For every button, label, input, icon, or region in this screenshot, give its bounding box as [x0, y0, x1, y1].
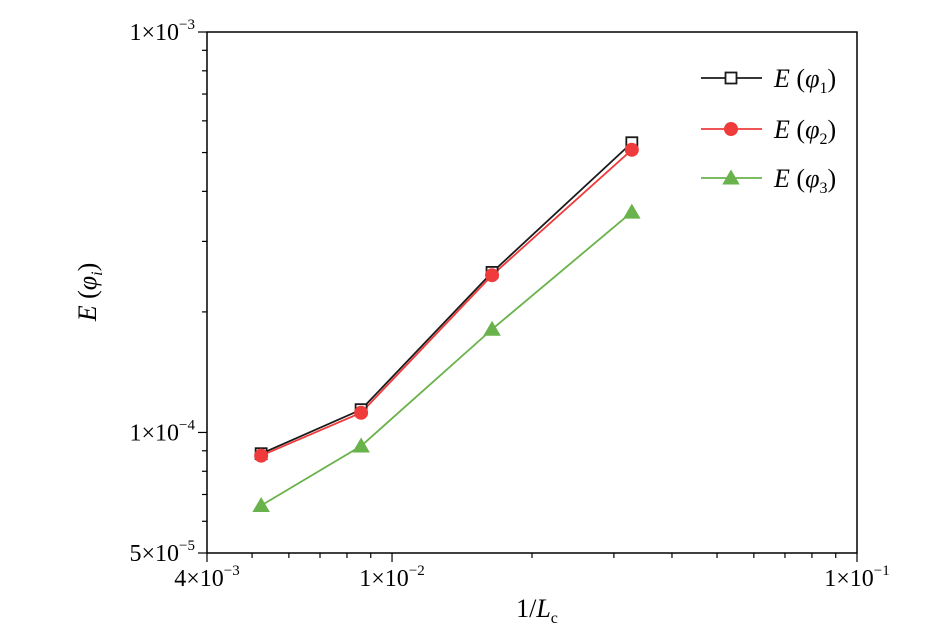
legend-marker-2 [724, 122, 738, 136]
plot-frame [206, 31, 858, 554]
x-axis-title: 1/Lc [516, 594, 558, 627]
series-2-point [485, 268, 500, 283]
series-2-point [254, 448, 269, 463]
series-3-point [252, 497, 270, 513]
chart-marks [252, 136, 641, 513]
y-axis-title: E (φi) [73, 263, 106, 323]
chart-axes: 4×10−3 1×10−2 1×10−1 5×10−5 1×10−4 1×10−3 1/Lc… [73, 17, 890, 627]
x-tick-label: 1×10−2 [359, 563, 425, 592]
series-3-point [352, 437, 370, 453]
series-2-point [354, 405, 369, 420]
series-1-line [260, 142, 633, 455]
legend-label-3: E (φ3) [773, 164, 836, 197]
x-tick-label: 4×10−3 [174, 563, 240, 592]
legend-marker-3 [722, 169, 740, 185]
chart-legend: E (φ1) E (φ2) E (φ3) [701, 64, 836, 197]
x-tick-label: 1×10−1 [824, 563, 890, 592]
series-2-line [260, 149, 633, 457]
legend-marker-1 [724, 71, 738, 85]
series-3-point [623, 203, 641, 219]
legend-label-2: E (φ2) [773, 115, 836, 148]
y-tick-label: 5×10−5 [129, 538, 195, 567]
series-2-point [624, 142, 639, 157]
legend-label-1: E (φ1) [773, 64, 836, 97]
series-3-point [483, 320, 501, 336]
y-tick-label: 1×10−4 [129, 417, 195, 446]
y-tick-label: 1×10−3 [129, 17, 195, 46]
series-3-line [260, 211, 633, 507]
